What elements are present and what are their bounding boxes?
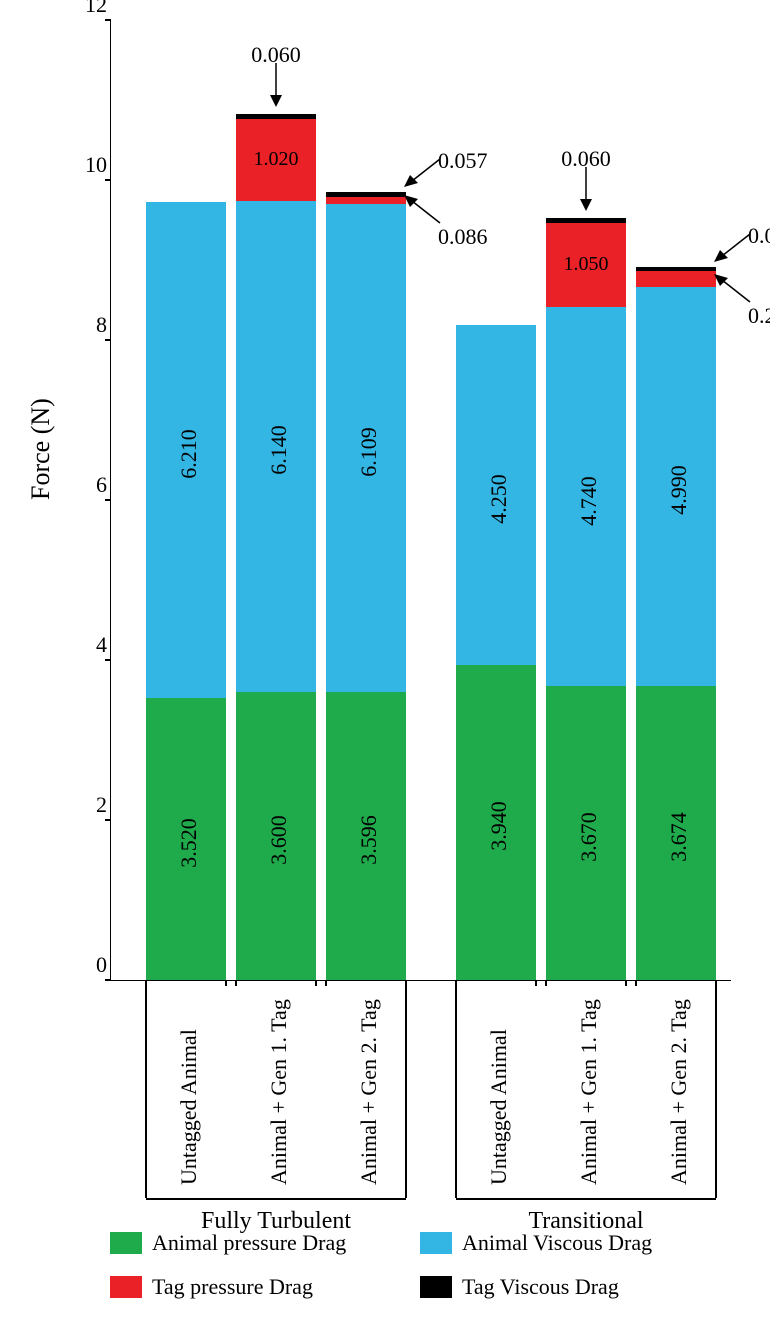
x-tick [625, 980, 627, 986]
segment-value: 1.020 [254, 148, 299, 171]
y-tick-label: 10 [67, 152, 121, 178]
legend-swatch [110, 1276, 142, 1298]
y-tick [105, 979, 111, 981]
arrow-diag-icon [714, 232, 754, 267]
bar-segment-tag_viscous [236, 114, 316, 119]
segment-value: 3.674 [666, 812, 692, 862]
x-tick [545, 980, 547, 986]
segment-value: 4.740 [576, 476, 602, 526]
x-tick [635, 980, 637, 986]
y-tick-label: 6 [67, 472, 121, 498]
x-group-baseline [456, 1198, 716, 1200]
segment-value: 3.520 [176, 818, 202, 868]
bar-segment-tag_viscous [326, 192, 406, 197]
y-tick [105, 19, 111, 21]
segment-value: 3.600 [266, 815, 292, 865]
segment-value: 6.210 [176, 429, 202, 479]
bar-segment-tag_viscous [546, 218, 626, 223]
bar-category-label: Untagged Animal [486, 1029, 512, 1185]
y-tick [105, 819, 111, 821]
bar-category-label: Animal + Gen 1. Tag [576, 999, 602, 1185]
legend-swatch [420, 1232, 452, 1254]
x-group-edge [455, 980, 457, 1198]
legend-row: Animal pressure Drag Animal Viscous Drag [110, 1230, 730, 1256]
segment-value: 6.140 [266, 426, 292, 476]
legend-item: Tag pressure Drag [110, 1274, 420, 1300]
x-group-edge [715, 980, 717, 1198]
x-group-edge [145, 980, 147, 1198]
bar-category-label: Animal + Gen 2. Tag [666, 999, 692, 1185]
y-axis-title: Force (N) [26, 398, 56, 500]
legend-label: Tag pressure Drag [152, 1274, 313, 1300]
x-tick [235, 980, 237, 986]
arrow-diag-icon [404, 157, 444, 192]
legend: Animal pressure Drag Animal Viscous Drag T… [110, 1230, 730, 1318]
y-tick [105, 179, 111, 181]
x-tick [325, 980, 327, 986]
force-drag-chart: Force (N) 0 2 4 6 8 10 12 3.520 6.210 Untagged An… [0, 0, 770, 1322]
y-tick [105, 339, 111, 341]
x-tick [225, 980, 227, 986]
segment-value: 4.990 [666, 466, 692, 516]
y-tick-label: 8 [67, 312, 121, 338]
legend-swatch [110, 1232, 142, 1254]
legend-item: Animal pressure Drag [110, 1230, 420, 1256]
bar-category-label: Animal + Gen 1. Tag [266, 999, 292, 1185]
arrow-down-icon [269, 63, 283, 112]
legend-row: Tag pressure Drag Tag Viscous Drag [110, 1274, 730, 1300]
arrow-diag-icon [714, 274, 754, 309]
legend-swatch [420, 1276, 452, 1298]
legend-label: Tag Viscous Drag [462, 1274, 619, 1300]
segment-value: 3.940 [486, 802, 512, 852]
bar-category-label: Animal + Gen 2. Tag [356, 999, 382, 1185]
legend-label: Animal Viscous Drag [462, 1230, 652, 1256]
bar-category-label: Untagged Animal [176, 1029, 202, 1185]
y-tick [105, 499, 111, 501]
x-tick [315, 980, 317, 986]
segment-value: 4.250 [486, 474, 512, 524]
y-tick [105, 659, 111, 661]
x-group-baseline [146, 1198, 406, 1200]
bar-segment-tag_pressure [326, 197, 406, 204]
segment-value: 3.596 [356, 815, 382, 865]
segment-value: 6.109 [356, 427, 382, 477]
legend-label: Animal pressure Drag [152, 1230, 346, 1256]
arrow-diag-icon [404, 195, 444, 230]
segment-value: 3.670 [576, 812, 602, 862]
y-tick-label: 4 [67, 632, 121, 658]
x-group-edge [405, 980, 407, 1198]
y-tick-label: 12 [67, 0, 121, 18]
x-tick [535, 980, 537, 986]
arrow-down-icon [579, 167, 593, 216]
legend-item: Tag Viscous Drag [420, 1274, 730, 1300]
segment-value: 1.050 [564, 253, 609, 276]
callout-value: 0.086 [438, 224, 488, 250]
y-tick-label: 2 [67, 792, 121, 818]
bar-segment-tag_viscous [636, 267, 716, 270]
y-tick-label: 0 [67, 952, 121, 978]
plot-area: 0246810123.5206.210Untagged Animal3.6006… [110, 20, 731, 981]
callout-value: 0.057 [438, 148, 488, 174]
bar-segment-tag_pressure [636, 271, 716, 287]
legend-item: Animal Viscous Drag [420, 1230, 730, 1256]
